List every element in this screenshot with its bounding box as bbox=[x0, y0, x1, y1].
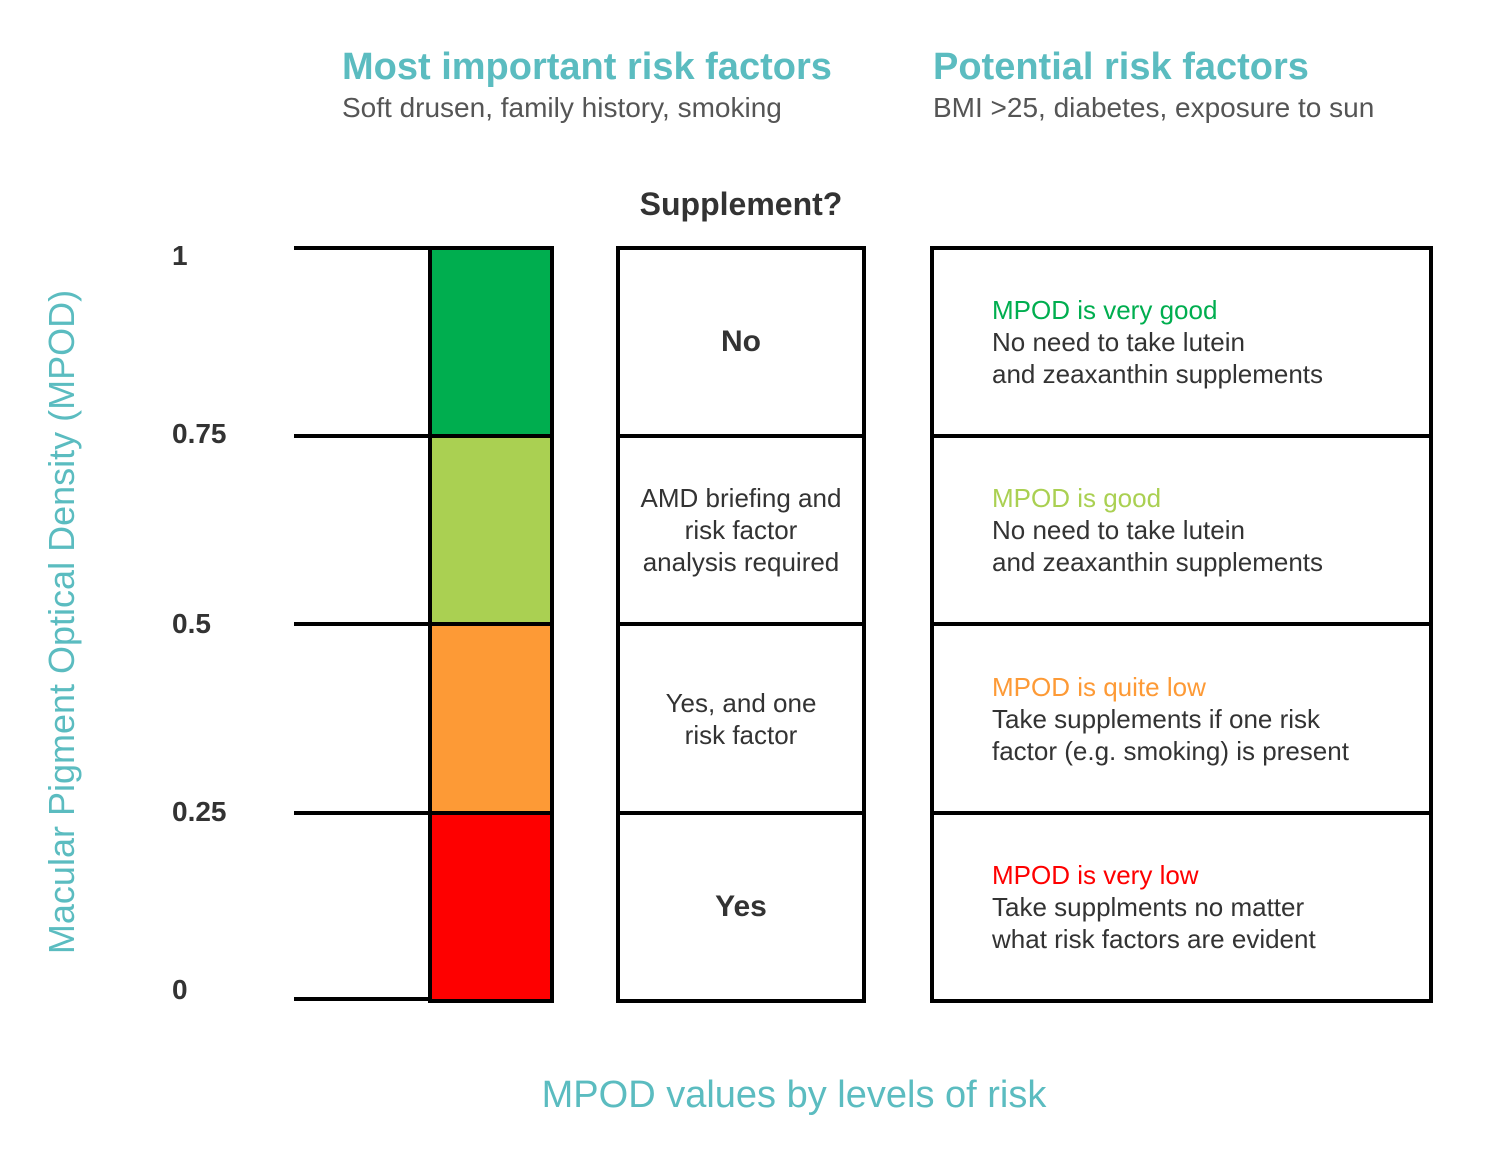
supplement-cell: Yes, and one risk factor bbox=[616, 622, 866, 815]
tick-label: 0.5 bbox=[172, 608, 211, 639]
tick-label: 1 bbox=[172, 240, 188, 271]
tick-label: 0 bbox=[172, 974, 188, 1005]
advice-cell: MPOD is very low Take supplments no matt… bbox=[930, 811, 1433, 1003]
advice-line: Take supplments no matter bbox=[992, 892, 1305, 922]
most-important-title: Most important risk factors bbox=[342, 46, 832, 88]
supplement-text: Yes, and one risk factor bbox=[665, 687, 817, 750]
tick-line bbox=[294, 246, 430, 250]
tick-label: 0.75 bbox=[172, 418, 227, 449]
tick-line bbox=[294, 434, 430, 438]
status-text: MPOD is quite low bbox=[992, 671, 1206, 702]
y-axis-label: Macular Pigment Optical Density (MPOD) bbox=[41, 289, 82, 955]
potential-title: Potential risk factors bbox=[933, 46, 1309, 88]
most-important-subtitle: Soft drusen, family history, smoking bbox=[342, 92, 782, 123]
advice-line: No need to take lutein bbox=[992, 515, 1245, 545]
tick-line bbox=[294, 997, 430, 1001]
advice-cell: MPOD is very good No need to take lutein… bbox=[930, 246, 1433, 438]
color-band bbox=[428, 434, 554, 626]
tick-line bbox=[294, 811, 430, 815]
advice-cell: MPOD is good No need to take lutein and … bbox=[930, 434, 1433, 626]
supplement-cell: AMD briefing and risk factor analysis re… bbox=[616, 434, 866, 626]
status-text: MPOD is very good bbox=[992, 295, 1218, 325]
potential-subtitle: BMI >25, diabetes, exposure to sun bbox=[933, 92, 1375, 123]
supplement-text: AMD briefing and risk factor analysis re… bbox=[640, 483, 842, 577]
tick-line bbox=[294, 622, 430, 626]
supplement-text: No bbox=[721, 325, 761, 358]
supplement-cell: No bbox=[616, 246, 866, 438]
advice-line: and zeaxanthin supplements bbox=[992, 359, 1324, 389]
advice-cell: MPOD is quite low Take supplements if on… bbox=[930, 622, 1433, 815]
color-band bbox=[428, 246, 554, 438]
advice-line: and zeaxanthin supplements bbox=[992, 547, 1324, 577]
status-text: MPOD is good bbox=[992, 483, 1162, 513]
advice-line: No need to take lutein bbox=[992, 327, 1245, 357]
supplement-heading: Supplement? bbox=[639, 186, 843, 222]
advice-line: what risk factors are evident bbox=[992, 924, 1316, 954]
advice-line: factor (e.g. smoking) is present bbox=[992, 735, 1349, 766]
advice-line: Take supplements if one risk bbox=[992, 703, 1321, 734]
status-text: MPOD is very low bbox=[992, 860, 1199, 890]
x-caption: MPOD values by levels of risk bbox=[541, 1074, 1047, 1116]
tick-label: 0.25 bbox=[172, 796, 227, 827]
color-band bbox=[428, 811, 554, 1003]
supplement-cell: Yes bbox=[616, 811, 866, 1003]
color-band bbox=[428, 622, 554, 815]
supplement-text: Yes bbox=[715, 890, 767, 923]
